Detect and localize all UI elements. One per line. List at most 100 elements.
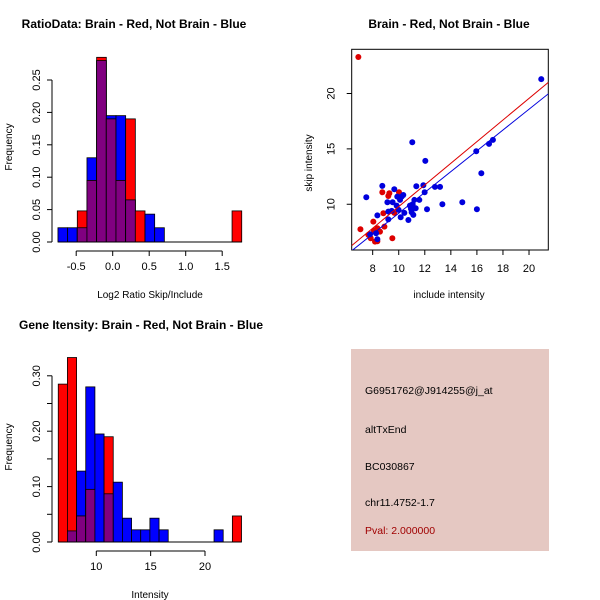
y-tick-label: 0.25 <box>31 69 43 90</box>
point-brain <box>357 226 364 233</box>
x-axis-label: Log2 Ratio Skip/Include <box>97 290 203 301</box>
bar-overlap <box>76 227 88 243</box>
bar-not-brain <box>144 213 156 243</box>
bar-overlap <box>103 493 114 543</box>
bar-not-brain <box>57 227 69 243</box>
x-tick-label: 1.5 <box>215 261 230 273</box>
bar-brain <box>57 383 68 543</box>
location: chr11.4752-1.7 <box>365 497 435 509</box>
bar-not-brain <box>149 517 160 543</box>
x-tick-label: 10 <box>90 561 102 573</box>
point-not-brain <box>384 199 391 206</box>
x-tick-label: 15 <box>145 561 157 573</box>
x-tick-label: 0.5 <box>142 261 157 273</box>
chart-title: RatioData: Brain - Red, Not Brain - Blue <box>22 17 247 31</box>
bar-not-brain <box>67 227 78 243</box>
point-not-brain <box>439 201 446 208</box>
y-axis-label: skip intensity <box>304 134 315 191</box>
bar-not-brain <box>140 529 151 543</box>
point-brain <box>379 189 386 196</box>
y-tick-label: 20 <box>326 87 338 99</box>
point-brain <box>381 223 388 230</box>
info-panel: G6951762@J914255@j_at altTxEnd BC030867 … <box>351 349 549 551</box>
point-not-brain <box>367 231 374 238</box>
bar-not-brain <box>158 529 169 543</box>
point-not-brain <box>409 139 416 146</box>
plot-box <box>351 48 549 251</box>
x-tick-label: 20 <box>199 561 211 573</box>
point-not-brain <box>459 199 466 206</box>
fit-line <box>351 81 549 247</box>
y-tick-label: 0.05 <box>31 199 43 220</box>
point-not-brain <box>478 170 485 177</box>
point-not-brain <box>401 209 408 216</box>
bar-not-brain <box>154 227 165 243</box>
x-tick-label: 16 <box>471 263 483 275</box>
point-not-brain <box>538 76 545 83</box>
point-brain <box>380 210 387 217</box>
point-not-brain <box>363 194 370 201</box>
y-tick-label: 0.00 <box>31 231 43 252</box>
event-type: altTxEnd <box>365 424 407 436</box>
bar-brain <box>231 515 242 543</box>
bar-not-brain <box>94 433 105 543</box>
y-tick-label: 0.20 <box>31 102 43 123</box>
point-not-brain <box>374 212 381 219</box>
x-tick-label: 12 <box>419 263 431 275</box>
point-not-brain <box>397 214 404 221</box>
point-not-brain <box>374 236 381 243</box>
chart-title: Brain - Red, Not Brain - Blue <box>368 17 530 31</box>
x-tick-label: 8 <box>370 263 376 275</box>
bar-overlap <box>96 60 107 243</box>
y-tick-label: 15 <box>326 143 338 155</box>
y-tick-label: 0.10 <box>31 166 43 187</box>
point-not-brain <box>412 205 419 212</box>
point-brain <box>370 218 377 225</box>
point-not-brain <box>400 191 407 198</box>
x-tick-label: 0.0 <box>105 261 120 273</box>
point-not-brain <box>373 230 380 237</box>
point-not-brain <box>437 183 444 190</box>
y-axis-label: Frequency <box>4 423 15 470</box>
y-tick-label: 0.15 <box>31 134 43 155</box>
x-tick-label: 1.0 <box>178 261 193 273</box>
x-tick-label: 20 <box>523 263 535 275</box>
point-not-brain <box>424 206 431 213</box>
pval: Pval: 2.000000 <box>365 525 436 537</box>
y-axis-label: Frequency <box>4 123 15 170</box>
y-tick-label: 10 <box>326 198 338 210</box>
y-tick-label: 0.30 <box>31 365 43 386</box>
x-tick-label: 10 <box>393 263 405 275</box>
bar-not-brain <box>112 481 123 543</box>
point-not-brain <box>389 199 396 206</box>
point-not-brain <box>473 206 480 213</box>
point-not-brain <box>422 157 429 164</box>
bar-brain <box>67 357 77 543</box>
x-axis-label: Intensity <box>131 590 168 600</box>
bar-brain <box>231 210 243 243</box>
bar-brain <box>134 210 146 243</box>
point-brain <box>386 190 393 197</box>
y-tick-label: 0.10 <box>31 476 43 497</box>
probe-id: G6951762@J914255@j_at <box>365 385 493 397</box>
bar-overlap <box>67 530 77 543</box>
point-not-brain <box>379 182 386 189</box>
point-not-brain <box>391 186 398 193</box>
fit-line <box>351 93 549 250</box>
bar-overlap <box>76 515 87 543</box>
point-not-brain <box>420 182 427 189</box>
x-tick-label: -0.5 <box>67 261 86 273</box>
point-brain <box>355 53 362 60</box>
bar-overlap <box>105 118 117 243</box>
point-not-brain <box>405 216 412 223</box>
point-not-brain <box>489 136 496 143</box>
x-tick-label: 18 <box>497 263 509 275</box>
y-tick-label: 0.00 <box>31 531 43 552</box>
bar-not-brain <box>121 517 132 543</box>
point-brain <box>389 235 396 242</box>
bar-not-brain <box>131 529 142 543</box>
point-not-brain <box>413 183 420 190</box>
chart-title: Gene Itensity: Brain - Red, Not Brain - … <box>19 318 263 332</box>
